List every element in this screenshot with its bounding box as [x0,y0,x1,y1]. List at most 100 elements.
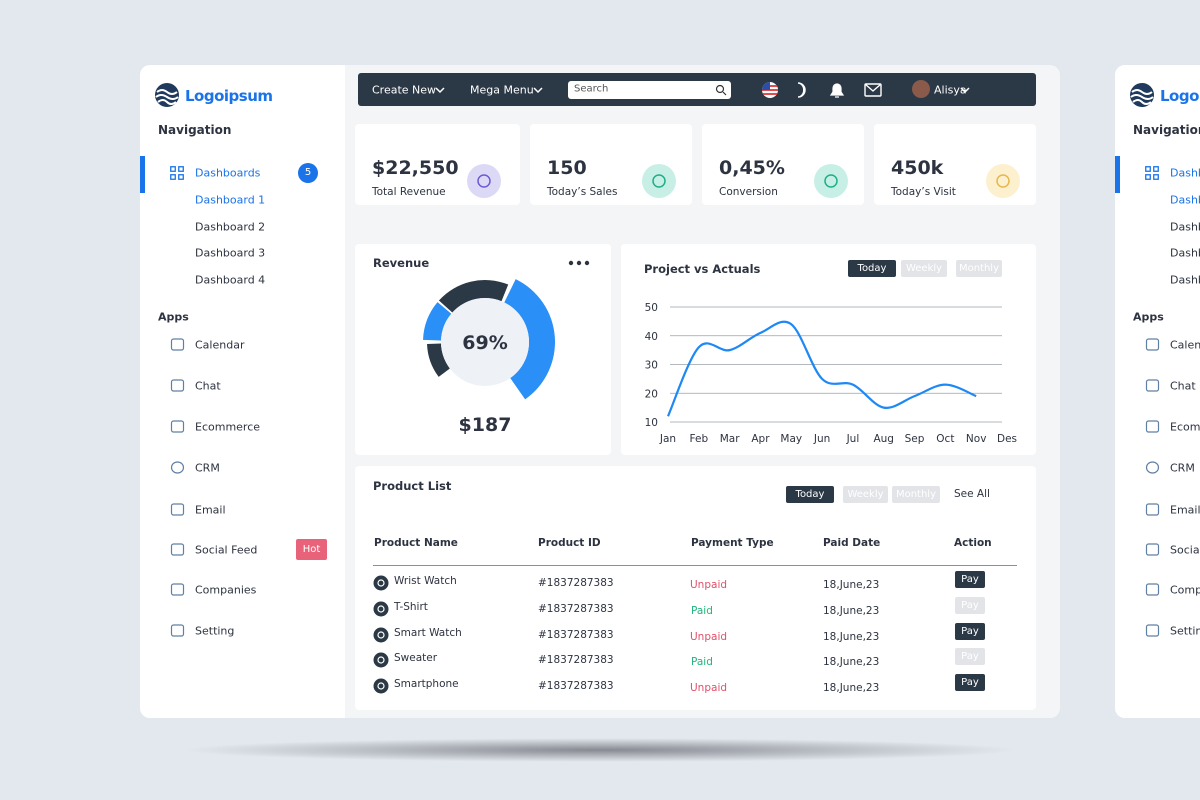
user-name[interactable]: Alisya [934,83,967,97]
filter-button[interactable]: Today [786,486,834,503]
app-item[interactable]: Ecommerce [1170,420,1200,434]
app-item[interactable]: Companies [195,583,257,597]
filter-button[interactable]: Monthly [956,260,1002,277]
app-item[interactable]: Calendar [1170,338,1200,352]
nav-subitem[interactable]: Dashboard 4 [195,273,266,286]
logo-waves [1130,89,1154,105]
app-item[interactable]: Setting [1170,624,1200,638]
donut-segment [427,343,450,377]
stat-icon [814,164,848,198]
app-icon [1145,338,1160,351]
icon-outline [1145,379,1160,392]
dot [568,260,574,266]
see-all-link[interactable]: See All [954,488,990,500]
app-item[interactable]: CRM [1170,461,1195,475]
adjacent-card: LogoipsumNavigationDashboards5Dashboard … [1115,65,1200,718]
logo-icon [1130,83,1154,107]
chevrons [435,87,970,94]
apps-title: Apps [1133,310,1164,324]
product-id: #1837287383 [538,654,614,666]
y-tick-label: 30 [645,360,658,372]
paid-date: 18,June,23 [823,605,880,617]
icon-glyph [377,656,385,664]
nav-subitem[interactable]: Dashboard 3 [195,246,266,260]
icon-glyph [477,174,491,188]
donut-center [441,298,529,386]
app-item[interactable]: Chat [195,379,221,393]
product-icon [373,575,389,591]
app-icon [170,461,185,474]
icon-outline [1145,503,1160,516]
nav-subitem[interactable]: Dashboard 2 [195,220,266,233]
y-tick-label: 50 [645,302,658,314]
dot [576,260,582,266]
icon-square [170,166,176,172]
nav-badge: 5 [298,163,318,183]
search-box[interactable] [568,81,731,99]
app-icon [1145,503,1160,516]
nav-subitem[interactable]: Dashboard 2 [1170,220,1200,233]
app-item[interactable]: Social Feed [195,543,258,557]
product-name: Wrist Watch [394,575,457,587]
pay-button[interactable]: Pay [955,648,985,665]
nav-subitem[interactable]: Dashboard 4 [1170,273,1200,286]
flag-icon [762,82,778,98]
app-icon [1145,624,1160,637]
app-item[interactable]: CRM [195,461,220,475]
nav-item[interactable]: Dashboards [195,166,261,180]
nav-subitem[interactable]: Dashboard 1 [195,193,266,207]
icon-outline [1145,543,1160,556]
app-item[interactable]: Email [195,503,226,517]
app-item[interactable]: Chat [1170,379,1196,393]
column-header: Paid Date [823,537,881,549]
app-item[interactable]: Ecommerce [195,420,261,434]
filter-button[interactable]: Today [848,260,896,277]
filter-button[interactable]: Monthly [892,486,940,503]
product-icon [373,601,389,617]
pay-button[interactable]: Pay [955,674,985,691]
nav-item[interactable]: Dashboards [1170,166,1200,180]
stat-value: $22,550 [372,157,459,179]
x-tick-label: Nov [966,433,987,445]
filter-button[interactable]: Weekly [843,486,888,503]
nav-title: Navigation [158,123,232,137]
apps-title: Apps [158,310,189,324]
payment-type: Paid [691,605,713,617]
y-tick-label: 20 [645,388,658,400]
dashboard-card: Logoipsum Navigation Dashboards 5 Dashboard … [140,65,1060,718]
app-item[interactable]: Companies [1170,583,1200,597]
product-list-card: Product List Today Weekly Monthly See All Pro… [355,466,1036,710]
donut-segment [504,279,555,400]
filter-button[interactable]: Weekly [901,260,947,277]
app-item[interactable]: Setting [195,624,235,638]
column-header: Product Name [374,537,458,549]
pay-button[interactable]: Pay [955,571,985,588]
chart-title: Project vs Actuals [644,262,761,276]
stat-value: 0,45% [719,157,785,179]
product-name: Smart Watch [394,627,462,639]
icon-outline [170,379,185,392]
product-icon [373,627,389,643]
icon-bg [373,678,389,694]
app-icon [1145,379,1160,392]
app-item[interactable]: Calendar [195,338,245,352]
pay-button[interactable]: Pay [955,597,985,614]
menu-item[interactable]: Create New [372,83,437,97]
payment-type: Unpaid [690,631,728,643]
revenue-amount: $187 [458,414,512,436]
icon-glyph [996,174,1010,188]
app-item[interactable]: Email [1170,503,1200,517]
product-id: #1837287383 [538,577,614,589]
icon-bg [373,652,389,668]
stat-label: Today’s Sales [547,186,618,198]
nav-subitem[interactable]: Dashboard 3 [1170,246,1200,260]
nav-subitem[interactable]: Dashboard 1 [1170,193,1200,207]
x-tick-label: Oct [936,433,954,445]
app-item[interactable]: Social Feed [1170,543,1200,557]
stat-label: Today’s Visit [891,186,956,198]
app-icon [170,420,185,433]
pay-button[interactable]: Pay [955,623,985,640]
icon-outline [170,420,185,433]
more-menu [568,260,590,266]
menu-item[interactable]: Mega Menu [470,83,534,97]
